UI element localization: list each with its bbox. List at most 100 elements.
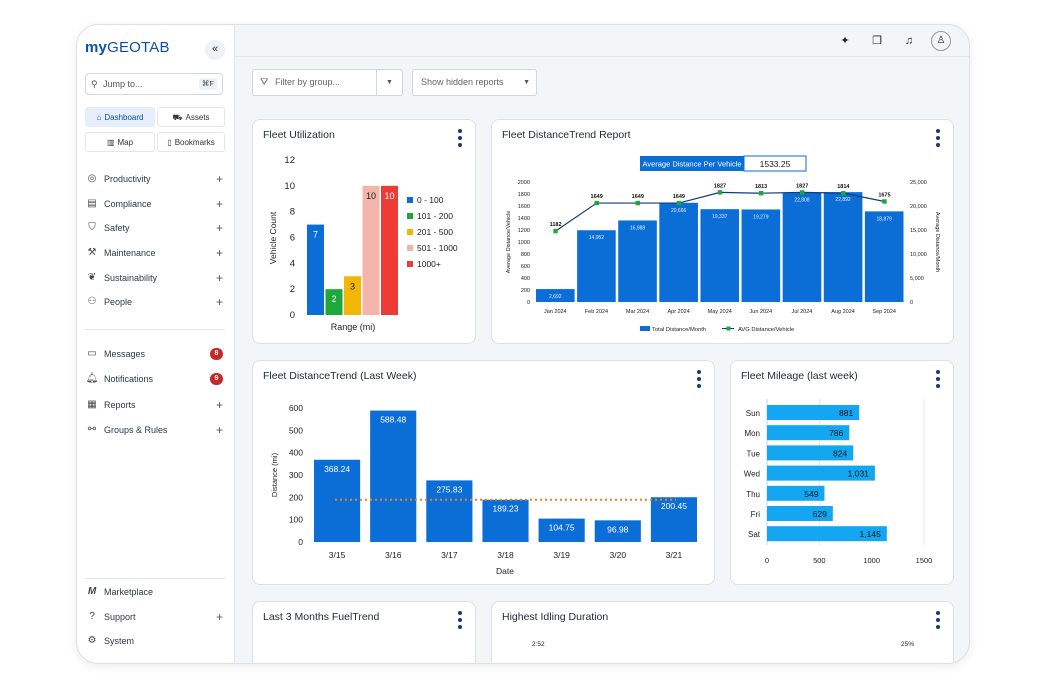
sidebar-item-groups-rules[interactable]: ⚯ Groups & Rules + bbox=[85, 421, 225, 439]
bar-total-distance bbox=[741, 209, 781, 302]
bell-icon[interactable]: ♫ bbox=[904, 35, 914, 47]
legend-label: 1000+ bbox=[417, 259, 441, 269]
expand-icon: + bbox=[215, 398, 223, 412]
bar-value-label: 2,692 bbox=[549, 294, 562, 300]
y-axis-label: Distance (mi) bbox=[270, 452, 279, 497]
legend-swatch bbox=[407, 229, 413, 235]
bar-value-label: 16,988 bbox=[630, 225, 646, 231]
show-hidden-reports-dropdown[interactable]: Show hidden reports ▼ bbox=[412, 69, 537, 96]
y-tick-label: Sun bbox=[746, 409, 760, 418]
sidebar-item-reports[interactable]: ▦ Reports + bbox=[85, 396, 225, 414]
kebab-menu-icon[interactable] bbox=[457, 129, 463, 149]
kebab-menu-icon[interactable] bbox=[935, 370, 941, 390]
sidebar-item-sustainability[interactable]: ❦ Sustainability + bbox=[85, 269, 225, 287]
bar-total-distance bbox=[700, 209, 740, 302]
card-title: Fleet Mileage (last week) bbox=[741, 370, 858, 382]
y-tick-label: 0 bbox=[290, 310, 295, 321]
help-icon: ? bbox=[89, 611, 95, 622]
y-tick-label: 1800 bbox=[518, 192, 530, 198]
kebab-menu-icon[interactable] bbox=[935, 129, 941, 149]
filter-by-group-input[interactable]: ⛛ Filter by group... ▼ bbox=[252, 69, 403, 96]
x-tick-label: Aug 2024 bbox=[831, 309, 855, 315]
sidebar-item-productivity[interactable]: ◎ Productivity + bbox=[85, 170, 225, 188]
y-tick-label: 8 bbox=[290, 207, 295, 218]
y-tick-label: 4 bbox=[290, 258, 295, 269]
map-icon: ▥ bbox=[106, 138, 115, 147]
truck-icon: ⛟ bbox=[172, 113, 183, 122]
kebab-menu-icon[interactable] bbox=[457, 611, 463, 631]
avg-distance-label: 1182 bbox=[550, 222, 562, 228]
sidebar-item-maintenance[interactable]: ⚒ Maintenance + bbox=[85, 244, 225, 262]
x-tick-label: Jun 2024 bbox=[750, 309, 773, 315]
kpi-label: Average Distance Per Vehicle bbox=[642, 160, 741, 169]
user-icon[interactable]: ♙ bbox=[931, 31, 951, 51]
kebab-menu-icon[interactable] bbox=[935, 611, 941, 631]
sidebar-item-safety[interactable]: ⛉ Safety + bbox=[85, 219, 225, 237]
windows-icon[interactable]: ❐ bbox=[872, 35, 882, 47]
clipboard-icon: ▤ bbox=[87, 198, 97, 209]
bar-101-200 bbox=[325, 289, 343, 315]
bell-icon: 🔔︎ bbox=[85, 373, 99, 384]
sidebar-item-system[interactable]: ⚙ System bbox=[85, 632, 225, 650]
bar-distance bbox=[426, 480, 473, 542]
quick-map-button[interactable]: ▥ Map bbox=[85, 132, 155, 152]
kebab-menu-icon[interactable] bbox=[696, 370, 702, 390]
shield-icon: ⛉ bbox=[88, 222, 96, 233]
avg-distance-label: 1675 bbox=[878, 193, 890, 199]
people-icon: ⚇ bbox=[87, 296, 97, 307]
sidebar-item-marketplace[interactable]: M Marketplace bbox=[85, 583, 225, 601]
avg-distance-label: 1814 bbox=[837, 184, 850, 190]
x-tick-label: Apr 2024 bbox=[667, 309, 689, 315]
bar-distance bbox=[314, 459, 361, 542]
bar-value-label: 10 bbox=[384, 191, 394, 201]
y-tick-label: 600 bbox=[289, 403, 303, 413]
x-tick-label: 3/21 bbox=[666, 550, 683, 560]
bar-value-label: 629 bbox=[813, 509, 827, 519]
bar-value-label: 275.83 bbox=[436, 484, 462, 494]
quick-assets-button[interactable]: ⛟ Assets bbox=[157, 107, 225, 127]
geotab-logo[interactable]: myGEOTAB bbox=[85, 39, 170, 56]
bar-value-label: 22,892 bbox=[835, 197, 851, 203]
sidebar-item-notifications[interactable]: 🔔︎ Notifications 9 bbox=[85, 370, 225, 388]
idling-card: Highest Idling Duration 2:52 25% bbox=[491, 601, 954, 663]
legend-label: Total Distance/Month bbox=[652, 327, 706, 333]
fuel-trend-card: Last 3 Months FuelTrend 16001400 bbox=[252, 601, 476, 663]
sparkle-icon[interactable]: ✦ bbox=[840, 35, 850, 47]
y-tick-label: 800 bbox=[521, 252, 530, 258]
avg-distance-point bbox=[635, 200, 640, 206]
avg-distance-point bbox=[717, 190, 723, 195]
bar-value-label: 19,279 bbox=[753, 214, 769, 220]
avg-distance-point bbox=[882, 199, 887, 204]
sidebar-divider bbox=[85, 578, 225, 579]
jump-to-input[interactable]: ⚲ Jump to... ⌘F bbox=[85, 73, 223, 95]
quick-bookmarks-button[interactable]: ▯ Bookmarks bbox=[157, 132, 225, 152]
bar-total-distance bbox=[782, 192, 822, 302]
leaf-icon: ❦ bbox=[87, 272, 97, 283]
fleet-utilization-chart: 0 2 4 6 8 10 12 Vehicle Count 7 2 3 10 10 Range (mi) 0… bbox=[268, 155, 458, 332]
y-tick-label: 500 bbox=[289, 425, 303, 435]
bar-value-label: 786 bbox=[829, 428, 843, 438]
quick-dashboard-button[interactable]: ⌂ Dashboard bbox=[85, 107, 155, 127]
x-tick-label: Sep 2024 bbox=[872, 309, 896, 315]
legend-label: AVG Distance/Vehicle bbox=[738, 327, 794, 333]
collapse-sidebar-button[interactable]: « bbox=[205, 40, 225, 60]
y-tick-label: 300 bbox=[289, 470, 303, 480]
sidebar-item-messages[interactable]: ▭ Messages 8 bbox=[85, 345, 225, 363]
legend-swatch bbox=[726, 326, 731, 331]
x-tick-label: Feb 2024 bbox=[585, 309, 608, 315]
fleet-utilization-card: Fleet Utilization 0 2 4 6 8 10 12 Vehicle Count… bbox=[252, 119, 476, 344]
expand-icon: + bbox=[215, 423, 223, 437]
chevron-down-icon[interactable]: ▼ bbox=[376, 70, 402, 95]
y-tick-label: 0 bbox=[527, 300, 530, 306]
sidebar-item-support[interactable]: ? Support + bbox=[85, 608, 225, 626]
y-tick-label: 200 bbox=[289, 492, 303, 502]
fleet-mileage-card: Fleet Mileage (last week) 881 Sun 786 Mon 82… bbox=[730, 360, 954, 585]
fleet-mileage-chart: 881 Sun 786 Mon 824 Tue 1,031 Wed 549 Thu 629 Fri 1,… bbox=[744, 399, 932, 565]
y-tick-label: Mon bbox=[744, 429, 760, 438]
y-tick-label: 2:52 bbox=[532, 641, 545, 648]
sidebar-item-people[interactable]: ⚇ People + bbox=[85, 293, 225, 311]
bar-total-distance bbox=[659, 202, 698, 302]
kpi-value-box bbox=[743, 155, 807, 172]
y-tick-label: 1400 bbox=[518, 216, 530, 222]
sidebar-item-compliance[interactable]: ▤ Compliance + bbox=[85, 195, 225, 213]
